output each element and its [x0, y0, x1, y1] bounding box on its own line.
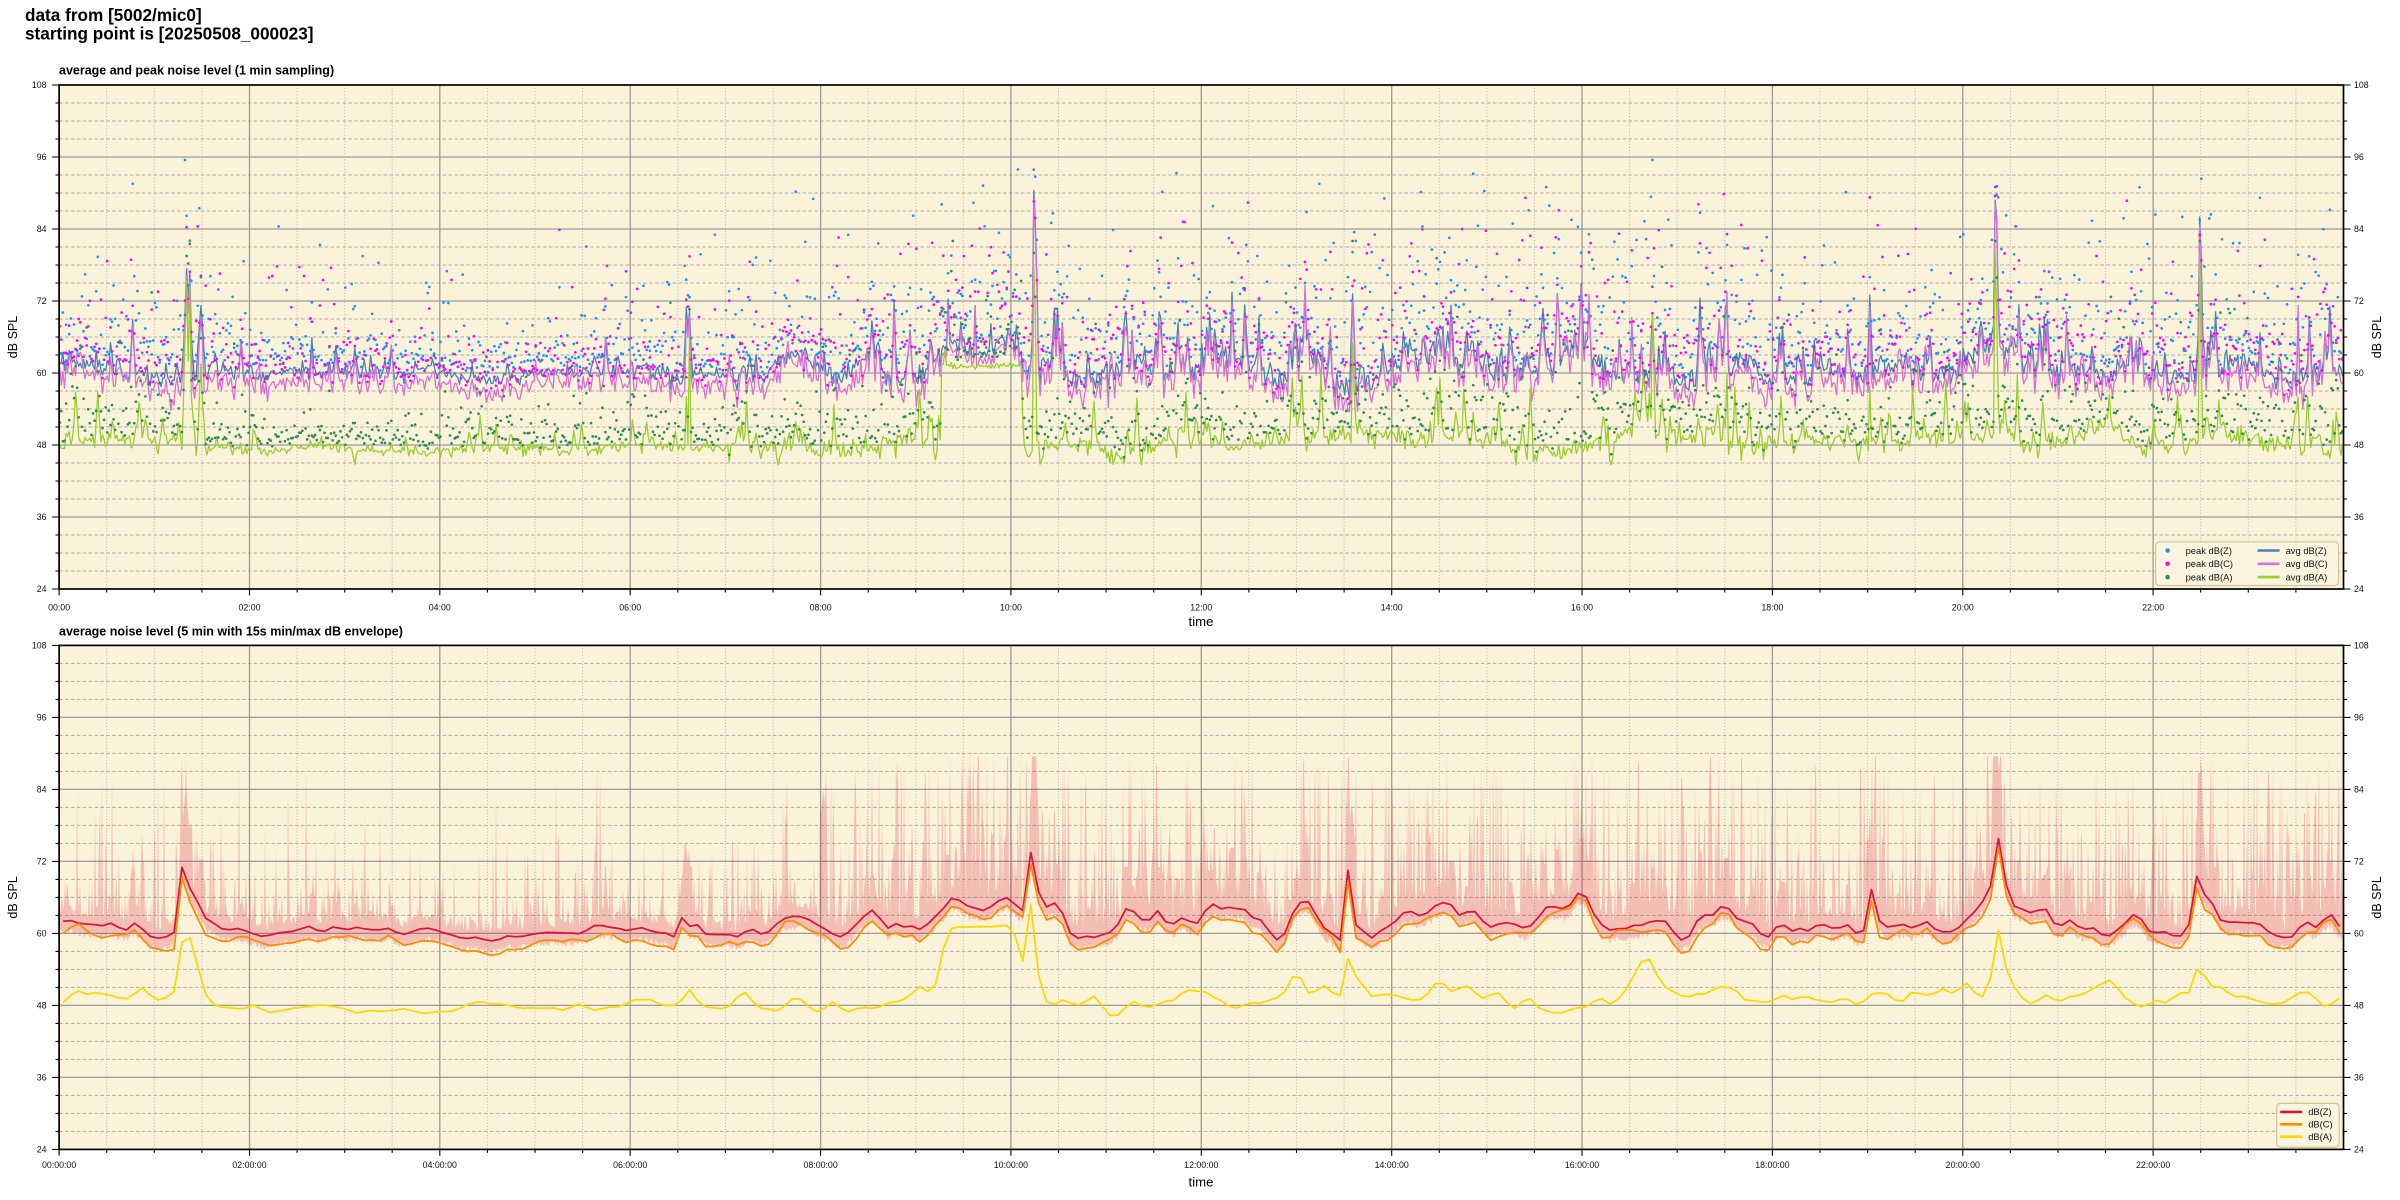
svg-text:108: 108: [32, 641, 47, 651]
svg-text:00:00: 00:00: [48, 603, 70, 613]
svg-text:24: 24: [37, 1145, 47, 1155]
svg-text:36: 36: [37, 1073, 47, 1083]
svg-text:average noise level (5 min wit: average noise level (5 min with 15s min/…: [59, 624, 403, 638]
svg-text:24: 24: [2354, 584, 2364, 594]
svg-text:time: time: [1189, 1175, 1214, 1190]
svg-text:108: 108: [2354, 80, 2369, 90]
svg-text:84: 84: [37, 224, 47, 234]
svg-text:96: 96: [37, 713, 47, 723]
svg-text:96: 96: [37, 152, 47, 162]
svg-text:peak dB(A): peak dB(A): [2186, 571, 2233, 582]
svg-text:48: 48: [37, 440, 47, 450]
svg-text:18:00: 18:00: [1761, 603, 1783, 613]
svg-text:12:00:00: 12:00:00: [1184, 1160, 1218, 1170]
svg-text:60: 60: [2354, 929, 2364, 939]
svg-text:72: 72: [2354, 857, 2364, 867]
svg-text:22:00: 22:00: [2142, 603, 2164, 613]
svg-text:20:00:00: 20:00:00: [1946, 1160, 1980, 1170]
svg-text:04:00: 04:00: [429, 603, 451, 613]
svg-text:02:00: 02:00: [238, 603, 260, 613]
svg-text:84: 84: [2354, 224, 2364, 234]
svg-text:14:00:00: 14:00:00: [1375, 1160, 1409, 1170]
svg-text:14:00: 14:00: [1381, 603, 1403, 613]
svg-text:84: 84: [2354, 785, 2364, 795]
svg-text:60: 60: [2354, 368, 2364, 378]
svg-text:108: 108: [32, 80, 47, 90]
svg-text:08:00:00: 08:00:00: [803, 1160, 837, 1170]
svg-text:16:00:00: 16:00:00: [1565, 1160, 1599, 1170]
svg-text:36: 36: [2354, 512, 2364, 522]
svg-text:24: 24: [37, 584, 47, 594]
svg-text:data from [5002/mic0]: data from [5002/mic0]: [25, 5, 202, 25]
svg-text:time: time: [1189, 614, 1214, 629]
svg-text:36: 36: [2354, 1073, 2364, 1083]
svg-text:20:00: 20:00: [1952, 603, 1974, 613]
svg-text:60: 60: [37, 929, 47, 939]
svg-text:dB(Z): dB(Z): [2308, 1106, 2331, 1117]
svg-text:dB(C): dB(C): [2308, 1119, 2332, 1130]
svg-text:36: 36: [37, 512, 47, 522]
svg-text:72: 72: [37, 857, 47, 867]
svg-text:04:00:00: 04:00:00: [423, 1160, 457, 1170]
svg-text:48: 48: [2354, 1001, 2364, 1011]
svg-text:dB(A): dB(A): [2308, 1131, 2332, 1142]
svg-text:peak dB(C): peak dB(C): [2186, 558, 2233, 569]
svg-text:avg dB(A): avg dB(A): [2286, 571, 2328, 582]
svg-text:10:00:00: 10:00:00: [994, 1160, 1028, 1170]
svg-text:dB SPL: dB SPL: [2370, 876, 2384, 918]
svg-text:avg dB(Z): avg dB(Z): [2286, 545, 2327, 556]
svg-text:60: 60: [37, 368, 47, 378]
svg-text:06:00: 06:00: [619, 603, 641, 613]
svg-text:18:00:00: 18:00:00: [1755, 1160, 1789, 1170]
svg-text:02:00:00: 02:00:00: [232, 1160, 266, 1170]
svg-text:72: 72: [2354, 296, 2364, 306]
svg-text:96: 96: [2354, 152, 2364, 162]
svg-text:24: 24: [2354, 1145, 2364, 1155]
svg-text:peak dB(Z): peak dB(Z): [2186, 545, 2232, 556]
svg-text:16:00: 16:00: [1571, 603, 1593, 613]
svg-text:96: 96: [2354, 713, 2364, 723]
svg-text:22:00:00: 22:00:00: [2136, 1160, 2170, 1170]
svg-text:108: 108: [2354, 641, 2369, 651]
svg-text:00:00:00: 00:00:00: [42, 1160, 76, 1170]
svg-text:12:00: 12:00: [1190, 603, 1212, 613]
svg-text:average and peak noise level (: average and peak noise level (1 min samp…: [59, 64, 334, 78]
svg-text:48: 48: [2354, 440, 2364, 450]
svg-text:48: 48: [37, 1001, 47, 1011]
svg-text:10:00: 10:00: [1000, 603, 1022, 613]
svg-text:08:00: 08:00: [810, 603, 832, 613]
svg-text:avg dB(C): avg dB(C): [2286, 558, 2328, 569]
svg-text:dB SPL: dB SPL: [6, 876, 20, 918]
svg-text:dB SPL: dB SPL: [6, 316, 20, 358]
svg-text:starting point is [20250508_00: starting point is [20250508_000023]: [25, 24, 314, 44]
svg-text:72: 72: [37, 296, 47, 306]
svg-text:06:00:00: 06:00:00: [613, 1160, 647, 1170]
svg-text:dB SPL: dB SPL: [2370, 316, 2384, 358]
svg-text:84: 84: [37, 785, 47, 795]
